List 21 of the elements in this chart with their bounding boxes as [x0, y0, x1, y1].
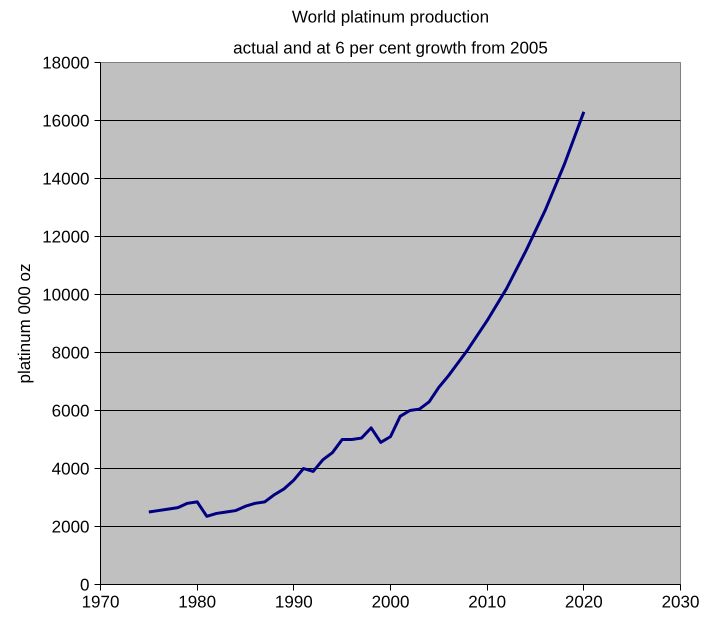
line-series [147, 110, 586, 518]
x-tick-label: 2020 [564, 592, 603, 612]
x-tick-label: 2010 [468, 592, 506, 612]
y-tick-label: 0 [80, 576, 90, 594]
y-tick-label: 8000 [52, 344, 90, 362]
chart-title: World platinum production [292, 8, 490, 26]
x-tick-label: 2000 [372, 592, 410, 612]
y-axis-title: platinum 000 oz [15, 263, 34, 384]
chart-subtitle: actual and at 6 per cent growth from 2005 [233, 38, 548, 58]
y-tick-label: 16000 [42, 112, 90, 130]
x-tick-label: 2030 [662, 592, 700, 612]
y-tick-label: 6000 [52, 402, 90, 420]
y-tick-label: 10000 [42, 286, 90, 304]
y-tick-label: 2000 [52, 518, 90, 536]
y-tick-label: 18000 [42, 54, 90, 72]
y-tick-label: 14000 [42, 170, 90, 188]
x-tick-label: 1980 [178, 592, 216, 612]
y-tick-label: 4000 [52, 460, 90, 478]
x-tick-label: 1990 [274, 592, 313, 612]
x-tick-label: 1970 [82, 592, 120, 612]
y-tick-label: 12000 [42, 228, 90, 246]
